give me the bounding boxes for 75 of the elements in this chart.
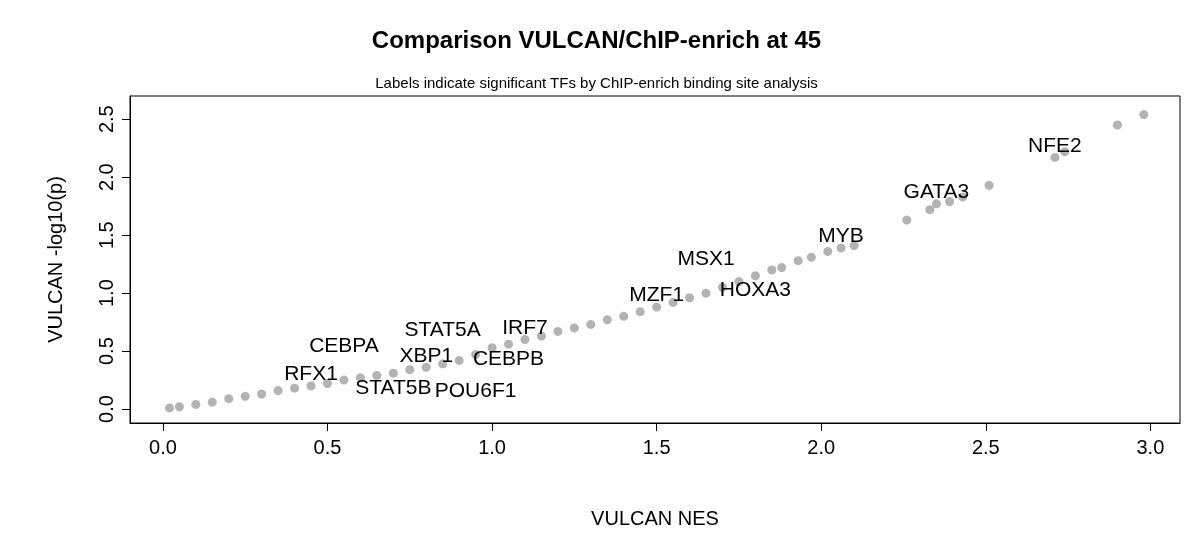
y-tick-label: 0.0 bbox=[95, 395, 117, 423]
annotation: MYB bbox=[818, 223, 864, 247]
annotation: MZF1 bbox=[629, 282, 685, 306]
point bbox=[931, 199, 941, 209]
point bbox=[925, 205, 935, 215]
y-axis-title: VULCAN -log10(p) bbox=[44, 176, 66, 343]
annotation: MSX1 bbox=[677, 246, 735, 270]
x-tick-label: 0.0 bbox=[149, 436, 177, 458]
x-tick-label: 1.0 bbox=[478, 436, 506, 458]
point bbox=[1139, 110, 1149, 120]
x-axis-title: VULCAN NES bbox=[591, 507, 719, 529]
point bbox=[405, 365, 415, 375]
annotation: CEBPA bbox=[309, 333, 379, 357]
x-tick-label: 2.0 bbox=[807, 436, 836, 458]
annotation: HOXA3 bbox=[719, 277, 791, 301]
point bbox=[257, 389, 267, 399]
point bbox=[586, 319, 596, 329]
point bbox=[806, 252, 816, 262]
annotation: GATA3 bbox=[903, 179, 970, 203]
point bbox=[635, 307, 645, 317]
point bbox=[767, 265, 777, 275]
point bbox=[984, 180, 994, 190]
chart-title: Comparison VULCAN/ChIP-enrich at 45 bbox=[371, 25, 822, 53]
point bbox=[619, 311, 629, 321]
annotation: CEBPB bbox=[472, 345, 545, 369]
point bbox=[504, 339, 514, 349]
point bbox=[388, 368, 398, 378]
point bbox=[902, 215, 912, 225]
point bbox=[777, 263, 787, 273]
y-tick-label: 1.0 bbox=[95, 279, 117, 308]
point bbox=[372, 370, 382, 380]
point bbox=[191, 399, 201, 409]
point bbox=[836, 243, 846, 253]
point bbox=[290, 383, 300, 393]
annotation: POU6F1 bbox=[434, 378, 517, 402]
point bbox=[1112, 120, 1122, 130]
annotation: NFE2 bbox=[1028, 132, 1082, 156]
point bbox=[553, 326, 563, 336]
point bbox=[823, 246, 833, 256]
point bbox=[849, 241, 859, 251]
point bbox=[685, 293, 695, 303]
point bbox=[421, 362, 431, 372]
annotation: RFX1 bbox=[284, 361, 338, 385]
point bbox=[793, 256, 803, 266]
x-tick-label: 2.5 bbox=[971, 436, 1000, 458]
point bbox=[306, 381, 316, 391]
point bbox=[339, 375, 349, 385]
annotation: STAT5B bbox=[355, 374, 432, 398]
point bbox=[165, 403, 174, 413]
chart-subtitle: Labels indicate significant TFs by ChIP-enrich binding site analysis bbox=[375, 74, 818, 91]
point bbox=[701, 288, 711, 298]
x-tick-label: 3.0 bbox=[1136, 436, 1165, 458]
x-tick-label: 1.5 bbox=[642, 436, 671, 458]
point bbox=[224, 394, 234, 404]
point bbox=[323, 379, 332, 389]
point bbox=[569, 323, 579, 333]
point bbox=[1050, 152, 1060, 162]
y-tick-label: 2.0 bbox=[95, 163, 117, 192]
annotation: IRF7 bbox=[502, 314, 548, 338]
point bbox=[750, 271, 760, 281]
point bbox=[240, 391, 250, 401]
point bbox=[945, 197, 955, 207]
y-tick-label: 0.5 bbox=[95, 337, 117, 366]
point bbox=[602, 315, 612, 325]
x-tick-label: 0.5 bbox=[313, 436, 342, 458]
y-tick-label: 1.5 bbox=[95, 221, 117, 250]
point bbox=[652, 302, 662, 312]
point bbox=[207, 397, 217, 407]
point bbox=[454, 355, 464, 365]
point bbox=[174, 402, 184, 412]
annotation: STAT5A bbox=[404, 317, 481, 341]
annotation: XBP1 bbox=[399, 342, 454, 366]
point bbox=[520, 335, 530, 345]
y-tick-label: 2.5 bbox=[95, 105, 117, 134]
point bbox=[273, 386, 283, 396]
